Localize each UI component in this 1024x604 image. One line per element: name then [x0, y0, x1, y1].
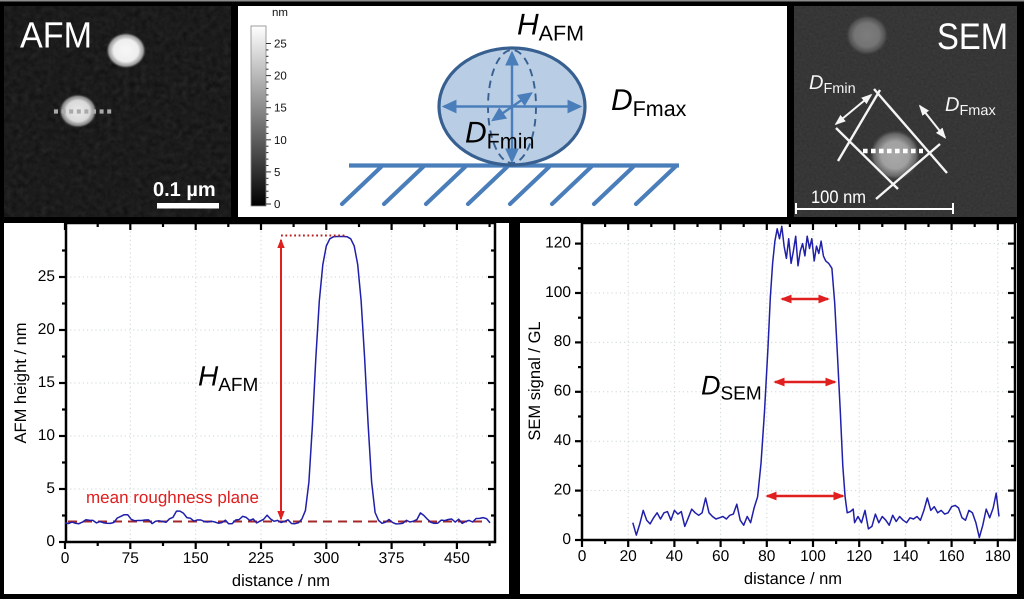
svg-text:120: 120 — [545, 234, 571, 251]
svg-text:40: 40 — [666, 548, 684, 565]
svg-text:distance / nm: distance / nm — [744, 570, 842, 588]
svg-text:80: 80 — [758, 548, 776, 565]
svg-text:160: 160 — [939, 548, 965, 565]
svg-text:450: 450 — [444, 550, 470, 567]
svg-text:SEM: SEM — [937, 16, 1008, 57]
svg-text:75: 75 — [122, 550, 139, 567]
svg-text:140: 140 — [892, 548, 918, 565]
svg-text:10: 10 — [274, 135, 287, 147]
svg-text:60: 60 — [712, 548, 730, 565]
svg-text:5: 5 — [274, 167, 280, 179]
svg-text:10: 10 — [38, 427, 56, 444]
svg-text:375: 375 — [379, 550, 405, 567]
svg-text:180: 180 — [985, 548, 1011, 565]
svg-text:distance / nm: distance / nm — [232, 572, 330, 590]
svg-text:nm: nm — [272, 7, 288, 19]
svg-text:0: 0 — [562, 531, 571, 548]
svg-text:0.1 µm: 0.1 µm — [153, 179, 216, 201]
svg-text:25: 25 — [274, 39, 287, 51]
svg-text:mean roughness plane: mean roughness plane — [86, 488, 259, 507]
svg-text:SEM signal / GL: SEM signal / GL — [526, 321, 544, 440]
svg-text:0: 0 — [274, 199, 280, 211]
svg-text:60: 60 — [554, 383, 572, 400]
svg-text:40: 40 — [554, 432, 572, 449]
svg-text:DFmin: DFmin — [809, 72, 856, 97]
svg-text:120: 120 — [846, 548, 872, 565]
svg-text:25: 25 — [38, 268, 55, 285]
svg-text:100: 100 — [800, 548, 826, 565]
svg-text:80: 80 — [554, 333, 572, 350]
svg-text:0: 0 — [46, 533, 55, 550]
svg-text:20: 20 — [38, 321, 56, 338]
svg-text:AFM: AFM — [20, 15, 92, 56]
svg-text:150: 150 — [183, 550, 209, 567]
svg-text:225: 225 — [248, 550, 274, 567]
svg-text:100: 100 — [545, 284, 571, 301]
svg-text:0: 0 — [578, 548, 587, 565]
svg-text:20: 20 — [620, 548, 638, 565]
svg-text:AFM height / nm: AFM height / nm — [12, 322, 30, 443]
svg-text:15: 15 — [38, 374, 55, 391]
svg-text:0: 0 — [61, 550, 70, 567]
svg-text:300: 300 — [313, 550, 339, 567]
svg-text:20: 20 — [274, 71, 287, 83]
svg-text:5: 5 — [46, 480, 55, 497]
svg-text:20: 20 — [554, 481, 572, 498]
svg-text:15: 15 — [274, 103, 287, 115]
svg-text:100 nm: 100 nm — [811, 187, 866, 207]
